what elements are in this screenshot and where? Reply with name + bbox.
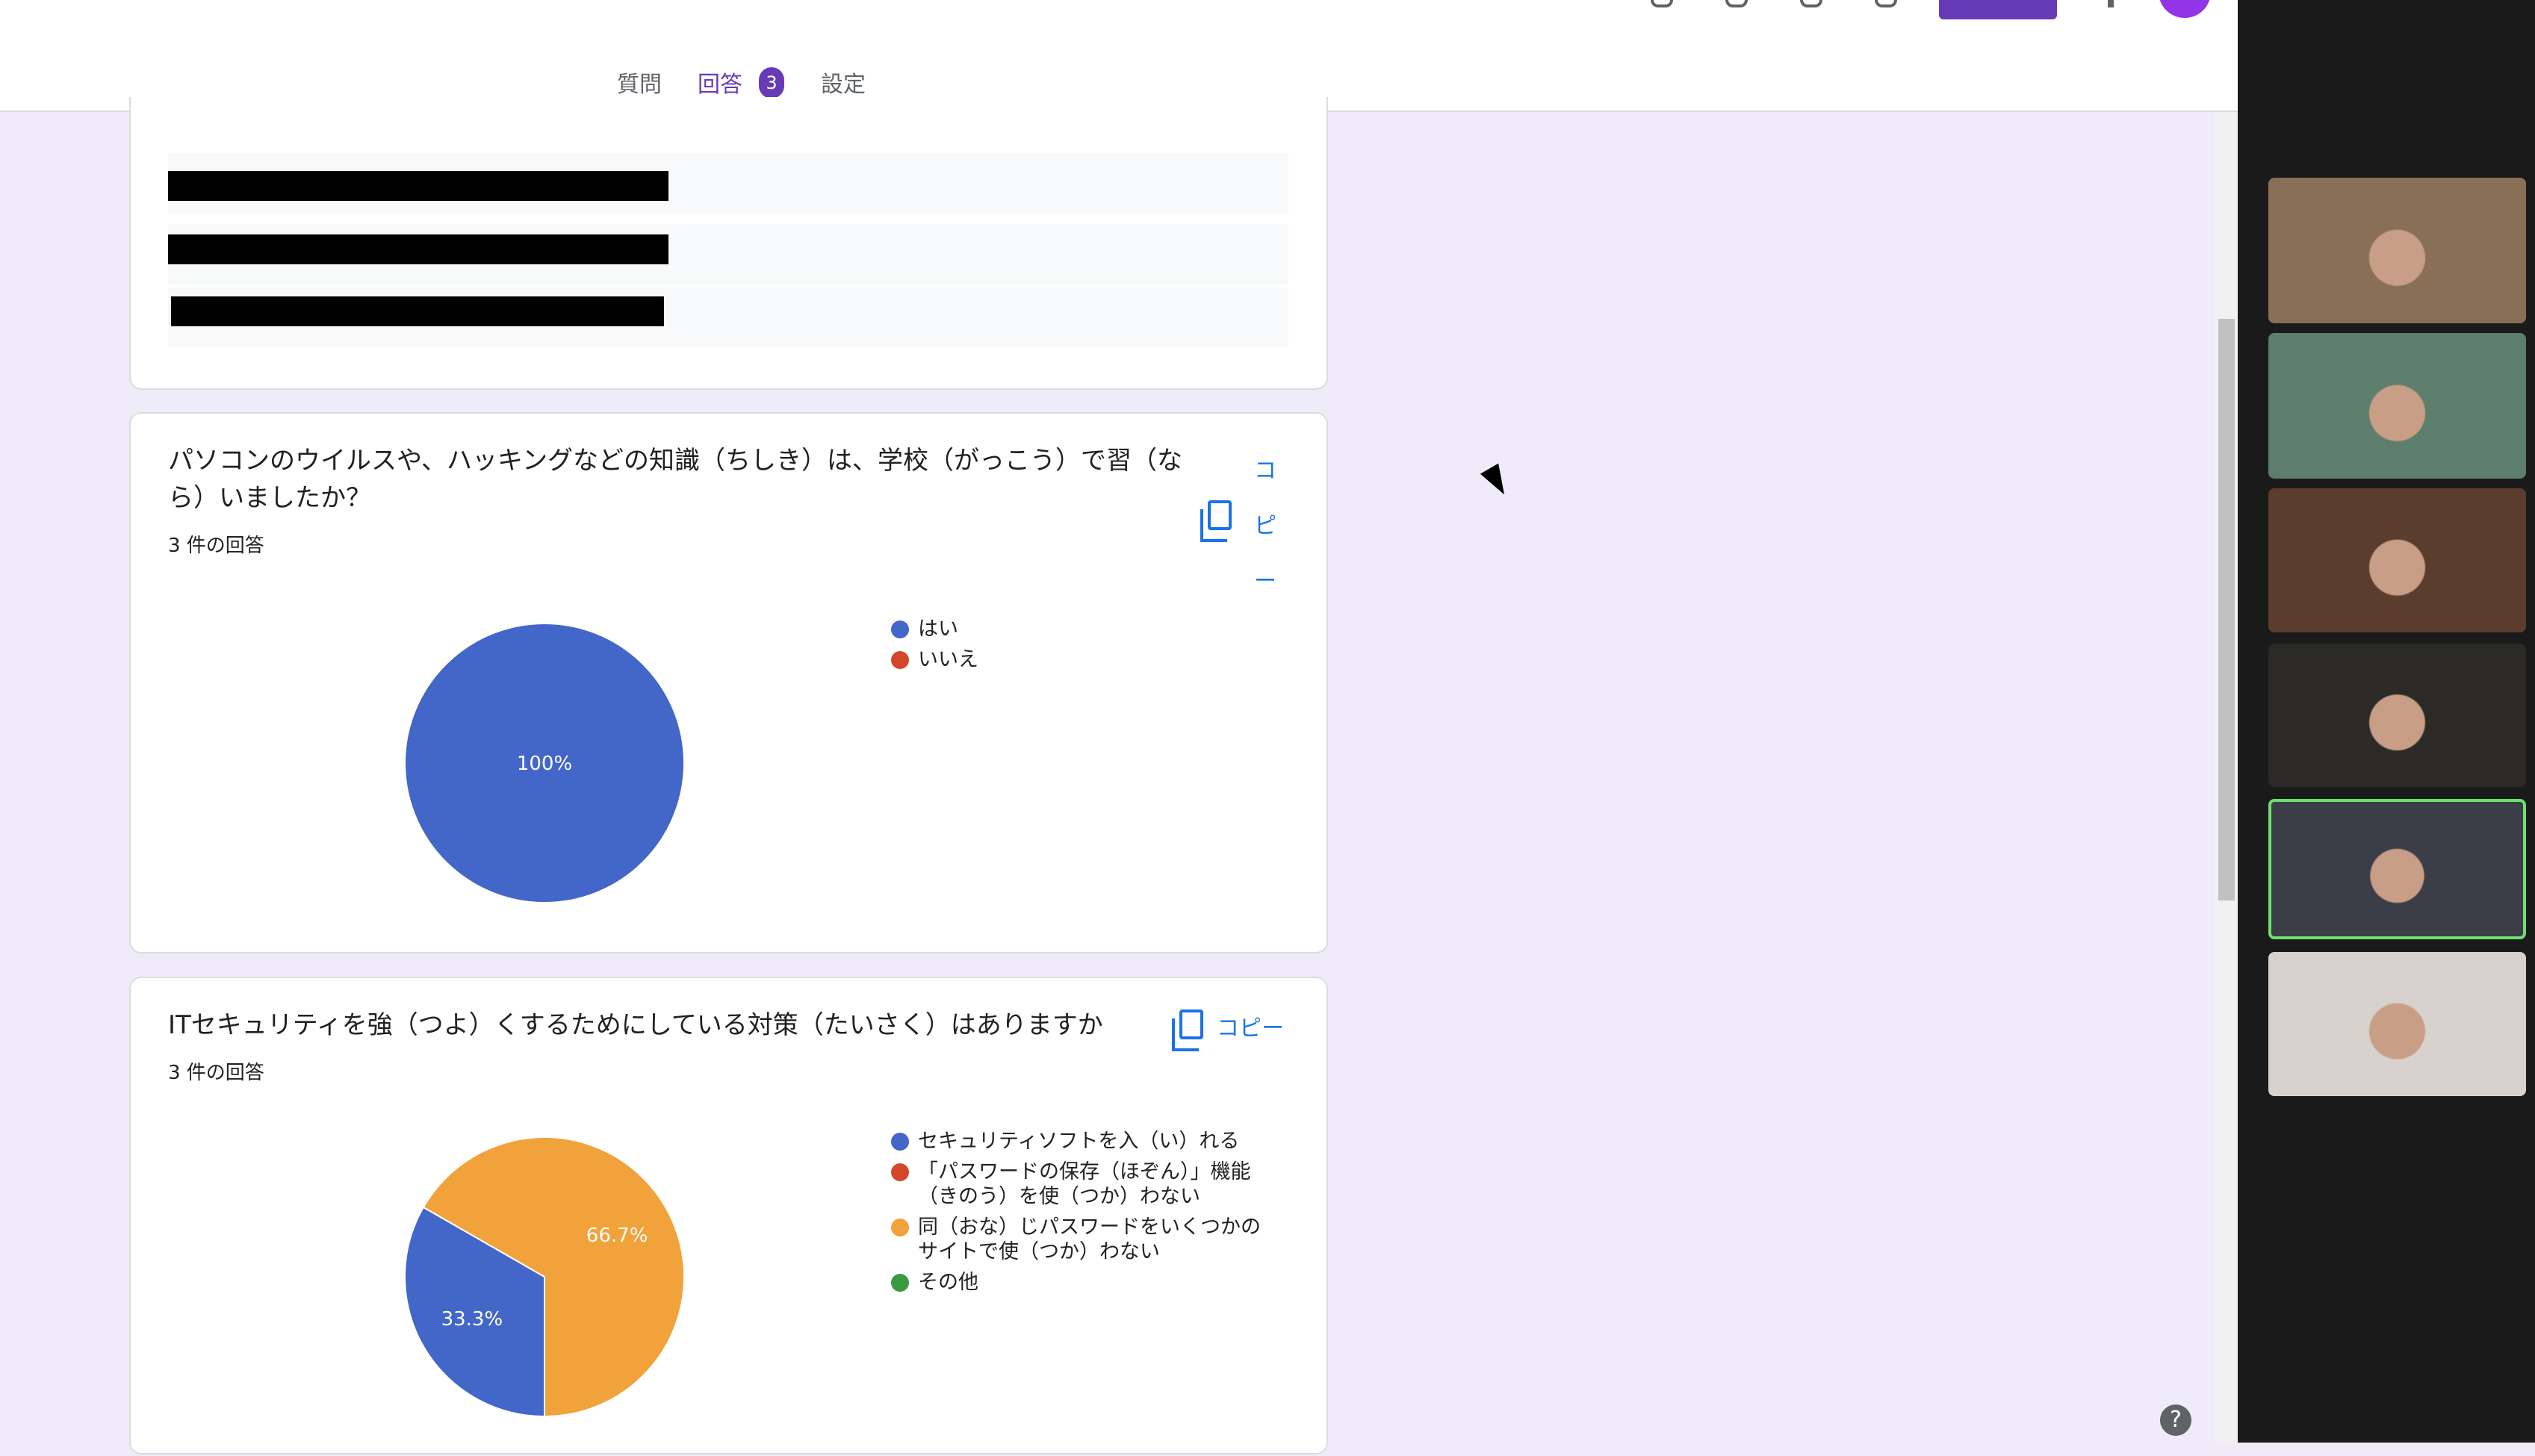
response-count: 3 件の回答 [168,1062,264,1084]
redo-icon[interactable] [1875,0,1897,7]
avatar[interactable] [2159,0,2211,18]
tab-responses[interactable]: 回答 [698,72,742,98]
pie-slice[interactable] [404,1206,545,1418]
video-tile-participant-3[interactable] [2268,488,2526,632]
legend-item[interactable]: その他 [891,1270,1279,1295]
copy-button[interactable]: コピー [1217,1015,1284,1042]
legend-label: その他 [918,1271,978,1294]
video-tile-participant-6[interactable] [2268,952,2526,1096]
video-tile-participant-5[interactable] [2268,799,2526,939]
video-tile-participant-4[interactable] [2268,644,2526,787]
redacted-response-row [168,224,1288,284]
more-icon[interactable] [2108,0,2114,7]
help-icon[interactable]: ? [2160,1404,2191,1436]
redaction-bar [168,171,668,201]
legend-label: セキュリティソフトを入（い）れる [918,1130,1240,1153]
tab-questions[interactable]: 質問 [617,72,662,98]
question-title: ITセキュリティを強（つよ）くするためにしている対策（たいさく）はありますか [168,1010,1103,1040]
legend-swatch [891,1274,909,1292]
copy-button[interactable]: コピー [1254,458,1276,594]
header: 質問 回答 3 設定 [0,0,2238,112]
chart-legend: セキュリティソフトを入（い）れる「パスワードの保存（ほぞん）」機能（きのう）を使… [891,1129,1279,1301]
legend-label: はい [918,617,958,641]
response-count-badge: 3 [759,67,784,99]
question-title: パソコンのウイルスや、ハッキングなどの知識（ちしき）は、学校（がっこう）で習（な… [168,446,1182,513]
send-button[interactable] [1939,0,2057,19]
preview-icon[interactable] [1725,0,1748,7]
response-count: 3 件の回答 [168,535,264,557]
pie-chart: 100% [404,623,685,903]
video-tile-participant-1[interactable] [2268,178,2526,323]
undo-icon[interactable] [1800,0,1822,7]
legend-item[interactable]: 「パスワードの保存（ほぞん）」機能（きのう）を使（つか）わない [891,1160,1279,1209]
response-list-card [129,97,1328,390]
legend-swatch [891,1163,909,1181]
legend-swatch [891,1219,909,1236]
palette-icon[interactable] [1651,0,1673,7]
pie-chart: 33.3% 66.7% [404,1136,685,1418]
legend-label: いいえ [918,648,978,671]
video-tile-participant-2[interactable] [2268,333,2526,479]
question-card-2: ITセキュリティを強（つよ）くするためにしている対策（たいさく）はありますか 3… [129,977,1328,1455]
legend-label: 同（おな）じパスワードをいくつかのサイトで使（つか）わない [918,1216,1261,1263]
slice-label: 66.7% [586,1225,648,1247]
redacted-response-row [168,153,1288,213]
chart-legend: はい いいえ [891,617,978,678]
pie-slice[interactable] [404,623,685,903]
legend-swatch [891,1133,909,1151]
slice-label: 33.3% [441,1308,503,1331]
copy-icon[interactable] [1172,1009,1203,1051]
redacted-response-row [168,287,1288,347]
slice-label: 100% [517,753,572,775]
legend-item[interactable]: 同（おな）じパスワードをいくつかのサイトで使（つか）わない [891,1215,1279,1264]
scrollbar[interactable] [2215,112,2238,1443]
legend-swatch [891,620,909,638]
question-card-1: パソコンのウイルスや、ハッキングなどの知識（ちしき）は、学校（がっこう）で習（な… [129,412,1328,953]
legend-swatch [891,651,909,669]
mouse-cursor [1480,463,1514,500]
redaction-bar [171,296,664,326]
pie-slice[interactable] [422,1136,685,1418]
scrollbar-thumb[interactable] [2218,319,2235,900]
legend-label: 「パスワードの保存（ほぞん）」機能（きのう）を使（つか）わない [918,1160,1251,1208]
copy-icon[interactable] [1200,500,1232,542]
legend-item[interactable]: セキュリティソフトを入（い）れる [891,1129,1279,1154]
legend-item[interactable]: はい [891,617,978,641]
tab-settings[interactable]: 設定 [821,72,866,98]
legend-item[interactable]: いいえ [891,647,978,672]
redaction-bar [168,234,668,264]
